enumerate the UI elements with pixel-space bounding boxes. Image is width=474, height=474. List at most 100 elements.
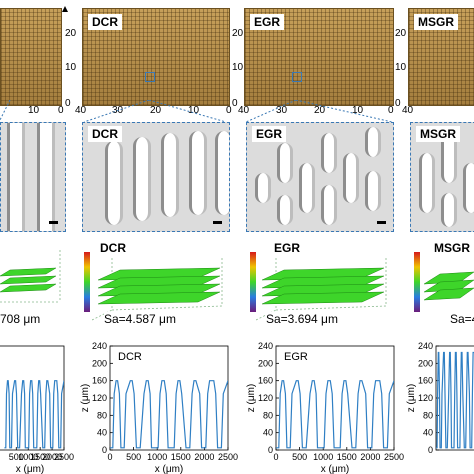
photo-panel-a — [0, 8, 62, 106]
panel-label-egr: EGR — [250, 14, 285, 30]
x-axis-label: x (μm) — [155, 464, 184, 474]
sa-value-egr: Sa=3.694 μm — [266, 312, 338, 326]
y-tick-label: 160 — [418, 376, 433, 386]
tick-d-b40: 40 — [402, 105, 414, 116]
y-tick-label: 80 — [423, 410, 433, 420]
x-tick-label: 0 — [273, 452, 278, 462]
y-tick-label: 0 — [102, 445, 107, 455]
panel-label-dcr: DCR — [88, 14, 122, 30]
tick-c-b30: 30 — [276, 105, 288, 116]
profile-series-line — [4, 380, 64, 449]
y-tick-label: 160 — [258, 376, 273, 386]
x-tick-label: 1500 — [171, 452, 191, 462]
tick-b-0: 0 — [232, 98, 238, 109]
x-tick-label: 1000 — [18, 452, 38, 462]
profile-series-line — [276, 380, 394, 449]
x-tick-label: 500 — [292, 452, 307, 462]
tick-b-b0: 0 — [226, 105, 232, 116]
sa-value-a: 708 μm — [0, 312, 41, 326]
tick-a-20: 20 — [65, 28, 77, 39]
surface-label-msgr: MSGR — [430, 240, 474, 256]
tick-c-b40: 40 — [238, 105, 250, 116]
profile-label: EGR — [284, 351, 308, 363]
x-tick-label: 500 — [126, 452, 141, 462]
x-tick-label: 2000 — [194, 452, 214, 462]
sa-value-msgr: Sa=4 — [450, 312, 474, 326]
colorbar-msgr — [414, 252, 420, 312]
row2: DCR EGR MSGR — [0, 122, 474, 234]
profile-label: DCR — [118, 351, 142, 363]
surface-3d-dcr — [92, 258, 223, 321]
tick-a-b10: 10 — [28, 105, 40, 116]
y-tick-label: 0 — [428, 445, 433, 455]
zoom-box — [292, 72, 302, 82]
y-tick-label: 40 — [97, 428, 107, 438]
sem-panel-a — [0, 122, 66, 232]
y-tick-label: 40 — [263, 428, 273, 438]
y-tick-label: 200 — [258, 358, 273, 368]
tick-b-b20: 20 — [150, 105, 162, 116]
x-axis-label: x (μm) — [16, 464, 45, 474]
x-tick-label: 1500 — [30, 452, 50, 462]
profile-series-line — [436, 351, 474, 449]
x-tick-label: 2500 — [218, 452, 238, 462]
y-tick-label: 200 — [92, 358, 107, 368]
colorbar-egr — [250, 252, 256, 312]
profile-series-line — [110, 380, 228, 449]
y-tick-label: 120 — [92, 393, 107, 403]
sem-panel-egr — [246, 122, 394, 232]
tick-b-b10: 10 — [188, 105, 200, 116]
tick-b-20: 20 — [232, 28, 244, 39]
y-tick-label: 240 — [92, 341, 107, 351]
sem-label-dcr: DCR — [88, 126, 122, 142]
tick-b-b40: 40 — [75, 105, 87, 116]
tick-c-10: 10 — [395, 62, 407, 73]
panel-label-msgr: MSGR — [414, 14, 458, 30]
sa-value-dcr: Sa=4.587 μm — [104, 312, 176, 326]
x-axis-label: x (μm) — [321, 464, 350, 474]
y-tick-label: 80 — [263, 410, 273, 420]
tick-c-b20: 20 — [314, 105, 326, 116]
y-tick-label: 80 — [97, 410, 107, 420]
y-tick-label: 160 — [92, 376, 107, 386]
x-tick-label: 1000 — [313, 452, 333, 462]
y-tick-label: 120 — [258, 393, 273, 403]
y-tick-label: 120 — [418, 393, 433, 403]
tick-a-0: 0 — [65, 98, 71, 109]
x-tick-label: 2000 — [42, 452, 62, 462]
colorbar-dcr — [84, 252, 90, 312]
surface-3d-a — [0, 250, 61, 303]
y-tick-label: 240 — [418, 341, 433, 351]
sem-label-msgr: MSGR — [416, 126, 460, 142]
tick-c-b0: 0 — [388, 105, 394, 116]
y-axis-label: z (μm) — [80, 384, 91, 413]
x-tick-label: 2500 — [384, 452, 404, 462]
tick-a-10: 10 — [65, 62, 77, 73]
x-tick-label: 0 — [107, 452, 112, 462]
x-tick-label: 1000 — [147, 452, 167, 462]
y-axis-label: z (μm) — [406, 384, 417, 413]
tick-c-20: 20 — [395, 28, 407, 39]
x-tick-label: 2500 — [54, 452, 74, 462]
y-tick-label: 0 — [268, 445, 273, 455]
up-arrow-icon — [62, 6, 68, 12]
surface-3d-msgr — [423, 271, 474, 301]
y-tick-label: 240 — [258, 341, 273, 351]
tick-a-b0: 0 — [58, 105, 64, 116]
zoom-connectors — [0, 100, 393, 123]
sem-label-egr: EGR — [252, 126, 287, 142]
x-tick-label: 2000 — [360, 452, 380, 462]
row3: 708 μm DCR Sa=4.587 μm EGR Sa=3.694 μm — [0, 238, 474, 334]
surface-3d-egr — [256, 258, 387, 321]
y-axis-label: z (μm) — [246, 384, 257, 413]
x-tick-label: 1500 — [337, 452, 357, 462]
x-tick-label: 500 — [9, 452, 24, 462]
tick-c-0: 0 — [395, 98, 401, 109]
surface-label-egr: EGR — [270, 240, 305, 256]
plot-frame — [0, 345, 65, 451]
y-tick-label: 40 — [423, 428, 433, 438]
surface-label-dcr: DCR — [96, 240, 130, 256]
y-tick-label: 200 — [418, 358, 433, 368]
tick-b-10: 10 — [232, 62, 244, 73]
